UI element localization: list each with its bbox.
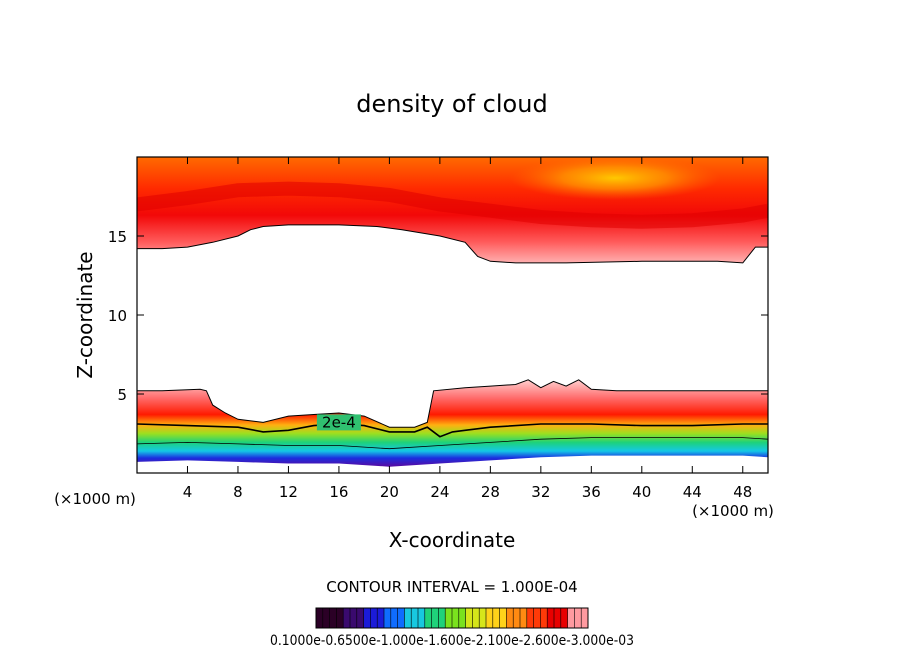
lower-cloud-contour [137, 379, 768, 428]
y-tick-label: 10 [108, 307, 127, 325]
x-tick-label: 8 [233, 483, 243, 501]
colorbar-swatch [513, 608, 521, 628]
colorbar-swatch [377, 608, 385, 628]
colorbar-swatch [411, 608, 419, 628]
colorbar-swatch [363, 608, 371, 628]
colorbar-swatch [533, 608, 541, 628]
colorbar-swatch [316, 608, 324, 628]
y-tick-label: 5 [117, 386, 127, 404]
colorbar-swatch [329, 608, 337, 628]
x-tick-label: 20 [380, 483, 399, 501]
colorbar [315, 608, 589, 628]
x-tick-label: 24 [430, 483, 449, 501]
x-unit-right: (×1000 m) [692, 502, 774, 520]
colorbar-swatch [397, 608, 405, 628]
colorbar-swatch [356, 608, 364, 628]
x-tick-label: 44 [683, 483, 702, 501]
colorbar-swatch [370, 608, 378, 628]
colorbar-swatch [336, 608, 344, 628]
colorbar-swatch [438, 608, 446, 628]
x-tick-label: 4 [183, 483, 193, 501]
colorbar-swatch [431, 608, 439, 628]
contour-interval-text: CONTOUR INTERVAL = 1.000E-04 [326, 578, 577, 596]
colorbar-swatch [384, 608, 392, 628]
upper-cloud-core [137, 181, 768, 229]
colorbar-swatch [581, 608, 589, 628]
colorbar-swatch [479, 608, 487, 628]
x-axis-title: X-coordinate [389, 528, 516, 552]
colorbar-frame [315, 607, 589, 629]
colorbar-swatch [499, 608, 507, 628]
colorbar-swatch [350, 608, 358, 628]
colorbar-swatch [452, 608, 460, 628]
colorbar-swatch [404, 608, 412, 628]
colorbar-swatch [574, 608, 582, 628]
x-unit-left: (×1000 m) [54, 490, 136, 508]
x-tick-label: 28 [481, 483, 500, 501]
x-tick-label: 16 [329, 483, 348, 501]
x-tick-label: 32 [531, 483, 550, 501]
x-axis-ticks: 4 8 12 16 20 24 28 32 36 40 44 48 [183, 157, 752, 501]
y-axis-ticks: 5 10 15 [108, 228, 768, 404]
upper-cloud-maximum [510, 157, 720, 200]
contour-2e-4-line [137, 423, 768, 438]
colorbar-swatch [560, 608, 568, 628]
colorbar-swatch [445, 608, 453, 628]
colorbar-labels: 0.1000e-0.6500e-1.000e-1.600e-2.100e-2.6… [270, 633, 634, 649]
y-tick-label: 15 [108, 228, 127, 246]
x-tick-label: 48 [733, 483, 752, 501]
colorbar-swatch [390, 608, 398, 628]
colorbar-swatch [343, 608, 351, 628]
plot-area [137, 157, 768, 473]
colorbar-swatch [540, 608, 548, 628]
y-axis-title: Z-coordinate [73, 251, 97, 378]
colorbar-swatch [424, 608, 432, 628]
colorbar-swatch [458, 608, 466, 628]
colorbar-swatch [492, 608, 500, 628]
chart-title: density of cloud [356, 90, 547, 118]
colorbar-swatch [486, 608, 494, 628]
upper-cloud-contour [137, 224, 768, 264]
contour-lower-line [137, 437, 768, 450]
colorbar-swatch [418, 608, 426, 628]
contour-label-background [316, 414, 361, 431]
lower-cloud-layer [137, 379, 768, 467]
x-tick-label: 12 [279, 483, 298, 501]
x-tick-label: 40 [632, 483, 651, 501]
colorbar-swatch [526, 608, 534, 628]
x-tick-label: 36 [582, 483, 601, 501]
colorbar-swatch [547, 608, 555, 628]
colorbar-swatch [554, 608, 562, 628]
colorbar-swatch [506, 608, 514, 628]
colorbar-swatch [520, 608, 528, 628]
contour-label: 2e-4 [322, 413, 356, 431]
colorbar-swatch [567, 608, 575, 628]
colorbar-swatch [465, 608, 473, 628]
colorbar-swatch [472, 608, 480, 628]
colorbar-swatch [322, 608, 330, 628]
